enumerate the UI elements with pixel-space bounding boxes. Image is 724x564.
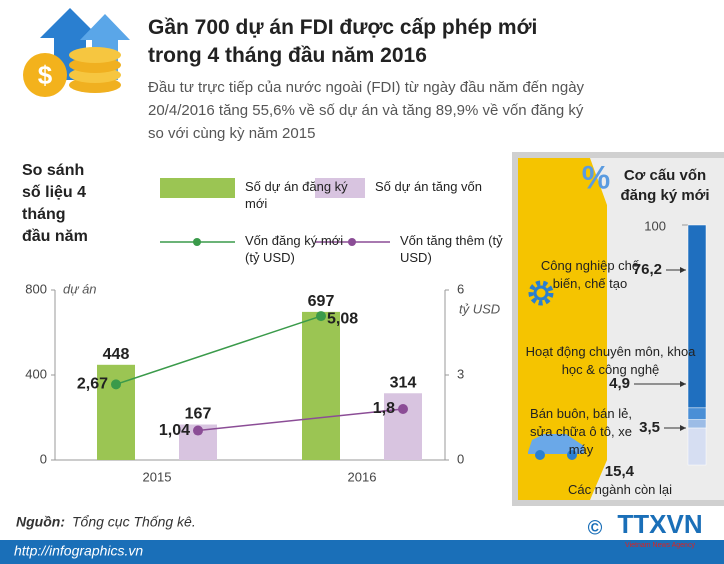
- line-point: [316, 311, 326, 322]
- x-tick-label: 2016: [348, 469, 377, 484]
- segment-label: 4,9: [609, 375, 630, 392]
- y2-tick-label: 6: [457, 281, 464, 296]
- y-axis-label: dự án: [63, 281, 97, 296]
- legend-label: Vốn đăng ký mới (tỷ USD): [245, 233, 344, 265]
- line-label: 1,04: [159, 422, 190, 439]
- y2-axis-label: tỷ USD: [459, 301, 500, 316]
- bar-label: 448: [103, 346, 130, 363]
- panel-stripe: [518, 158, 607, 500]
- chart-title: Cơ cấu vốn đăng ký mới: [620, 167, 710, 204]
- legend-label: Vốn tăng thêm (tỷ USD): [400, 233, 503, 265]
- footer-bar: [0, 540, 724, 564]
- y-tick-label: 800: [25, 281, 47, 296]
- panel-corner: [518, 158, 612, 190]
- line-point: [111, 379, 121, 390]
- y-tick-label: 100: [644, 218, 666, 233]
- line: [115, 315, 322, 386]
- segment-name: Các ngành còn lại: [567, 482, 673, 497]
- bar-segment: [687, 224, 707, 409]
- bar-segment: [687, 419, 707, 429]
- line-label: 2,67: [77, 376, 108, 393]
- leader-arrow: [680, 425, 686, 431]
- logo: TTXVN: [617, 509, 702, 539]
- bar-label: 314: [390, 374, 417, 391]
- source-label: Nguồn:: [16, 514, 65, 530]
- bar: [302, 311, 340, 460]
- line-label: 5,08: [327, 310, 358, 327]
- bar-segment: [687, 407, 707, 420]
- line-label: 1,8: [373, 400, 395, 417]
- gear-icon: [528, 280, 554, 306]
- bar-segment: [687, 427, 707, 466]
- y2-tick-label: 0: [457, 451, 464, 466]
- bar-label: 697: [308, 293, 335, 310]
- y2-tick-label: 3: [457, 366, 464, 381]
- segment-label: 3,5: [639, 419, 660, 436]
- url: http://infographics.vn: [14, 543, 143, 559]
- segment-label: 15,4: [605, 463, 635, 480]
- leader-arrow: [680, 381, 686, 387]
- legend-dot: [348, 238, 356, 246]
- chart-title: So sánh số liệu 4 tháng đầu năm: [22, 162, 88, 245]
- car-icon: [528, 434, 584, 460]
- legend-label: Số dự án đăng ký mới: [245, 179, 348, 211]
- line-point: [398, 404, 408, 414]
- title: Gần 700 dự án FDI được cấp phép mới tron…: [148, 16, 538, 67]
- bar-label: 167: [185, 406, 212, 423]
- segment-label: 76,2: [633, 261, 662, 278]
- line-point: [193, 425, 203, 436]
- svg-text:$: $: [38, 60, 53, 90]
- line: [197, 408, 404, 432]
- segment-name: Hoạt động chuyên môn, khoa học & công ng…: [525, 344, 696, 377]
- legend-swatch: [315, 178, 365, 198]
- segment-name: Bán buôn, bán lẻ, sửa chữa ô tô, xe máy: [530, 406, 632, 457]
- y-tick-label: 0: [40, 451, 47, 466]
- header-icon: $: [23, 8, 130, 97]
- legend-swatch: [160, 178, 235, 198]
- legend-dot: [193, 238, 201, 246]
- segment-name: Công nghiệp chế biến, chế tạo: [540, 258, 640, 291]
- copyright: ©: [588, 517, 603, 539]
- subtitle: Đầu tư trực tiếp của nước ngoài (FDI) từ…: [148, 79, 585, 142]
- percent-icon: %: [582, 159, 610, 195]
- legend-label: Số dự án tăng vốn: [375, 179, 483, 194]
- y-tick-label: 400: [25, 366, 47, 381]
- leader-arrow: [680, 267, 686, 273]
- agency: Vietnam News Agency: [625, 542, 695, 549]
- source: Tổng cục Thống kê.: [72, 514, 196, 530]
- x-tick-label: 2015: [143, 469, 172, 484]
